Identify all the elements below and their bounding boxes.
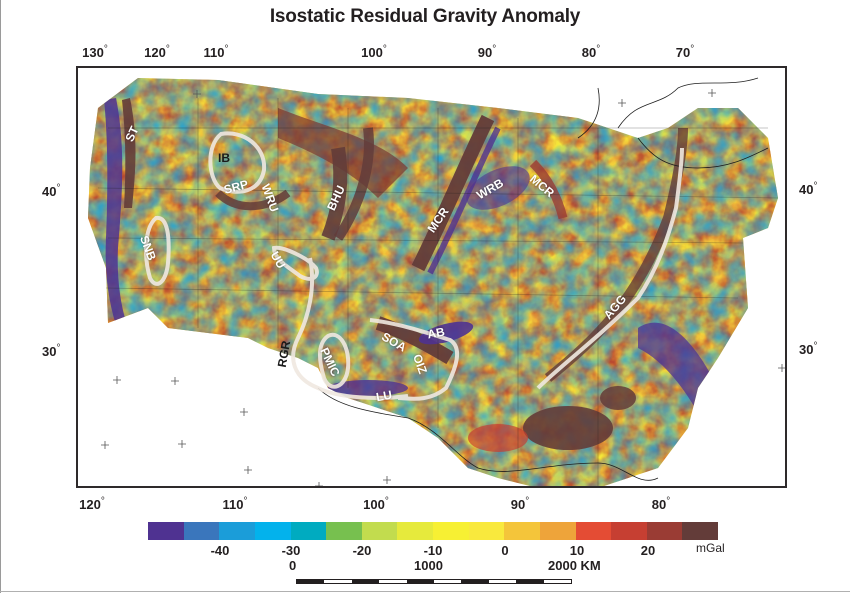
latitude-tick-label: 30° — [799, 341, 818, 357]
degree-symbol: ° — [525, 496, 530, 507]
longitude-tick-label: 100° — [361, 44, 387, 60]
colorbar-swatch — [682, 522, 718, 540]
scale-segment — [351, 580, 380, 583]
longitude-tick-label: 80° — [581, 44, 601, 60]
colorbar-swatch — [361, 522, 398, 540]
scale-segment — [406, 580, 435, 583]
colorbar-swatch — [183, 522, 220, 540]
degree-symbol: ° — [813, 181, 818, 192]
colorbar-tick-label: -10 — [423, 543, 443, 558]
tick-value: 40 — [42, 184, 57, 199]
colorbar-swatch — [504, 522, 540, 540]
colorbar — [148, 522, 718, 540]
colorbar-tick-label: -20 — [352, 543, 372, 558]
longitude-tick-label: 90° — [510, 496, 530, 512]
tick-value: 30 — [799, 342, 814, 357]
colorbar-swatch — [326, 522, 362, 540]
scale-segment — [461, 580, 489, 583]
scale-segment — [297, 580, 325, 583]
region-label-ab: AB — [426, 324, 446, 342]
longitude-tick-label: 110° — [222, 496, 248, 512]
degree-symbol: ° — [165, 44, 170, 55]
degree-symbol: ° — [243, 496, 248, 507]
tick-value: 120 — [144, 45, 166, 60]
map-title: Isostatic Residual Gravity Anomaly — [269, 6, 581, 27]
latitude-tick-label: 40° — [799, 181, 818, 197]
tick-value: 70 — [675, 45, 691, 60]
tick-value: 90 — [510, 497, 526, 512]
colorbar-swatch — [646, 522, 683, 540]
page-border — [0, 591, 850, 592]
degree-symbol: ° — [492, 44, 497, 55]
degree-symbol: ° — [384, 496, 389, 507]
longitude-tick-label: 80° — [651, 496, 671, 512]
tick-value: 120 — [79, 497, 101, 512]
colorbar-swatch — [290, 522, 327, 540]
longitude-tick-label: 120° — [144, 44, 170, 60]
tick-value: 110 — [222, 497, 244, 512]
degree-symbol: ° — [224, 44, 229, 55]
latitude-tick-label: 40° — [42, 183, 61, 199]
scale-label: 0 — [289, 558, 297, 573]
degree-symbol: ° — [813, 341, 818, 352]
degree-symbol: ° — [666, 496, 671, 507]
tick-value: 80 — [581, 45, 597, 60]
degree-symbol: ° — [56, 183, 61, 194]
scale-segment — [324, 580, 352, 583]
longitude-tick-label: 100° — [363, 496, 389, 512]
tick-value: 30 — [42, 344, 57, 359]
map-raster — [88, 77, 785, 486]
degree-symbol: ° — [690, 44, 695, 55]
gravity-anomaly-map: ST IB SRP WRU BHU SNB UU MCR WRB MCR AGG SOA AB OIZ RG… — [76, 66, 787, 488]
colorbar-swatch — [611, 522, 647, 540]
scale-segment — [379, 580, 407, 583]
colorbar-swatch — [539, 522, 576, 540]
colorbar-swatch — [468, 522, 505, 540]
latitude-tick-label: 30° — [42, 343, 61, 359]
page-border — [0, 0, 1, 593]
scale-label: 1000 — [414, 558, 443, 573]
tick-value: 100 — [361, 45, 383, 60]
colorbar-swatch — [219, 522, 255, 540]
scale-label: 2000 KM — [548, 558, 601, 573]
region-label-ib: IB — [218, 151, 230, 165]
colorbar-unit: mGal — [696, 541, 725, 555]
colorbar-swatch — [148, 522, 184, 540]
scale-segment — [516, 580, 544, 583]
scale-segment — [434, 580, 462, 583]
colorbar-tick-label: 0 — [501, 543, 509, 558]
tick-value: 100 — [363, 497, 385, 512]
tick-value: 90 — [477, 45, 493, 60]
tick-value: 80 — [651, 497, 667, 512]
degree-symbol: ° — [56, 343, 61, 354]
scale-bar — [296, 579, 572, 584]
scale-segment — [488, 580, 517, 583]
colorbar-swatch — [254, 522, 291, 540]
degree-symbol: ° — [596, 44, 601, 55]
colorbar-tick-label: -30 — [281, 543, 301, 558]
tick-value: 40 — [799, 182, 814, 197]
colorbar-swatch — [575, 522, 612, 540]
degree-symbol: ° — [382, 44, 387, 55]
longitude-tick-label: 130° — [82, 44, 108, 60]
degree-symbol: ° — [100, 496, 105, 507]
scale-segment — [543, 580, 572, 583]
region-label-lu: LU — [374, 387, 394, 405]
colorbar-tick-label: 10 — [569, 543, 585, 558]
longitude-tick-label: 70° — [675, 44, 695, 60]
longitude-tick-label: 90° — [477, 44, 497, 60]
degree-symbol: ° — [103, 44, 108, 55]
colorbar-tick-label: 20 — [640, 543, 656, 558]
tick-value: 110 — [203, 45, 225, 60]
colorbar-swatch — [433, 522, 469, 540]
longitude-tick-label: 120° — [79, 496, 105, 512]
colorbar-swatch — [397, 522, 433, 540]
longitude-tick-label: 110° — [203, 44, 229, 60]
colorbar-tick-label: -40 — [210, 543, 230, 558]
tick-value: 130 — [82, 45, 104, 60]
